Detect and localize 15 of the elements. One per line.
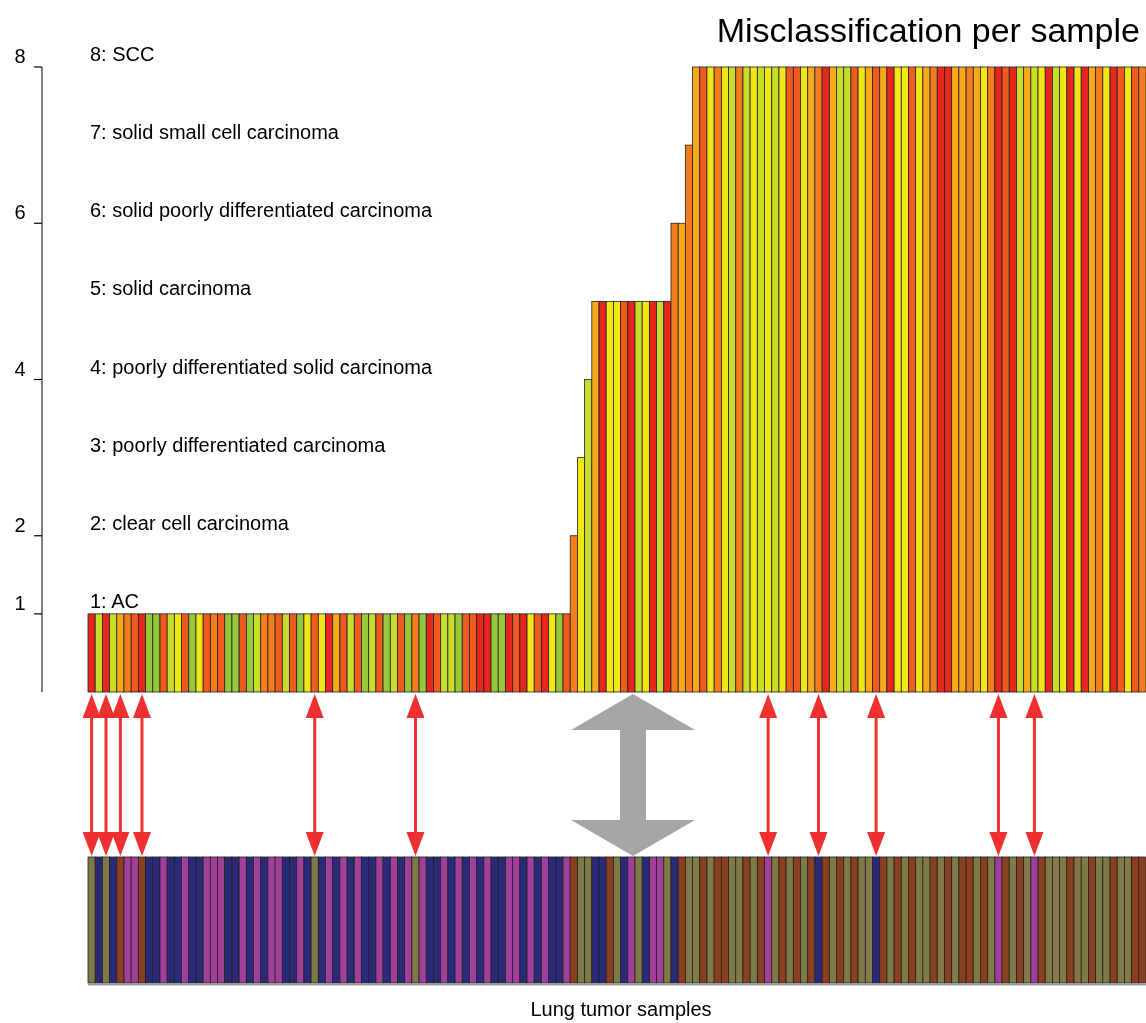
annotation: 3: poorly differentiated carcinoma xyxy=(90,433,387,456)
text: 8: SCC xyxy=(90,43,155,65)
annotation: 4: poorly differentiated solid carcinoma xyxy=(90,355,433,378)
y-tick-label: 8 xyxy=(14,45,26,67)
y-tick-label: 1 xyxy=(14,591,26,614)
y-tick-label: 6 xyxy=(14,201,26,224)
chart-title: Misclassification per sample xyxy=(716,11,1140,49)
annotation: 7: solid small cell carcinoma xyxy=(90,121,340,144)
y-tick-label: 2 xyxy=(14,513,26,536)
x-axis-title: Lung tumor samples xyxy=(530,998,712,1020)
annotation: 2: clear cell carcinoma xyxy=(90,511,290,534)
annotation: 5: solid carcinoma xyxy=(90,277,253,300)
y-tick-label: 4 xyxy=(14,357,26,380)
annotation: 1: AC xyxy=(90,589,139,612)
annotation: 6: solid poorly differentiated carcinoma xyxy=(90,199,433,222)
